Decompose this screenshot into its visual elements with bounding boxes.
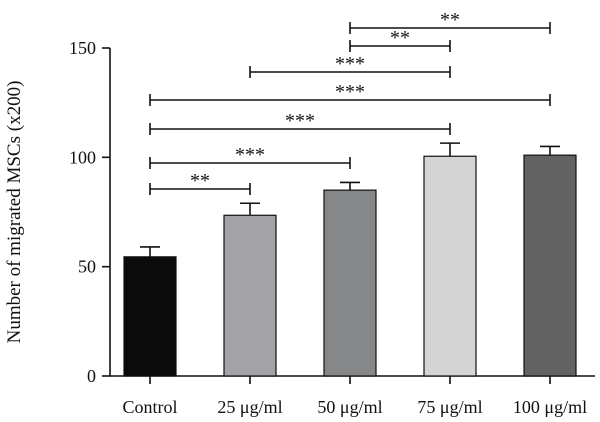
significance-label: *** (335, 81, 365, 103)
y-tick-label: 50 (78, 257, 96, 277)
y-tick-label: 150 (69, 38, 96, 58)
significance-label: ** (190, 170, 210, 192)
significance-brackets: ****************** (149, 9, 551, 195)
error-bars (140, 142, 560, 257)
bar (223, 214, 277, 377)
bars (123, 154, 577, 377)
y-axis-title: Number of migrated MSCs (x200) (4, 81, 25, 344)
significance-label: ** (440, 9, 460, 31)
x-tick-label: 25 μg/ml (217, 397, 282, 417)
x-tick-label: 50 μg/ml (317, 397, 382, 417)
axes: 0 50 100 150 Control 25 μg/ml 50 μg/ml 75 μg/ml… (69, 38, 595, 417)
x-tick-label: Control (122, 397, 177, 417)
bar (323, 189, 377, 377)
x-tick-label: 100 μg/ml (513, 397, 587, 417)
y-tick-label: 0 (87, 366, 96, 386)
bar (523, 154, 577, 377)
y-tick-label: 100 (69, 147, 96, 167)
significance-label: *** (335, 53, 365, 75)
bar (423, 155, 477, 377)
bar (123, 256, 177, 377)
significance-label: *** (235, 144, 265, 166)
x-tick-label: 75 μg/ml (417, 397, 482, 417)
significance-label: *** (285, 110, 315, 132)
significance-label: ** (390, 27, 410, 49)
